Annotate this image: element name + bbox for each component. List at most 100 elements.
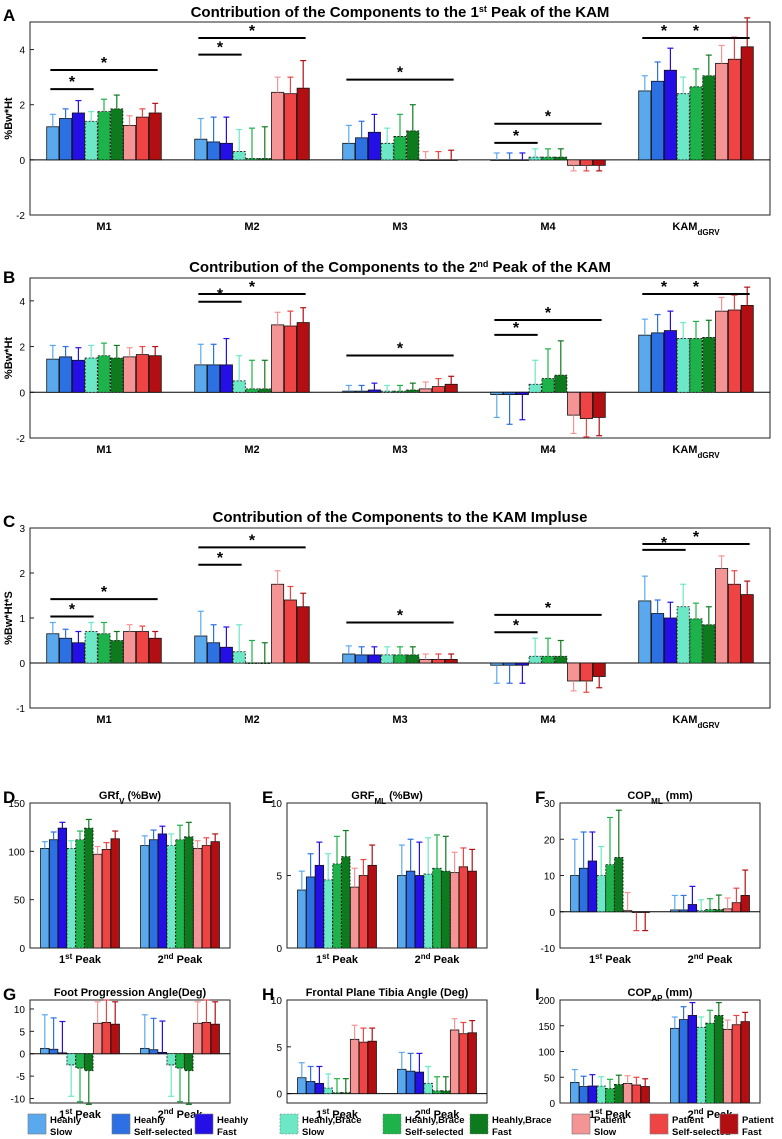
bar: [110, 838, 120, 949]
bar: [219, 142, 233, 161]
significance-star: *: [513, 128, 520, 145]
y-tick-label: -10: [11, 1095, 26, 1106]
significance-star: *: [397, 340, 404, 357]
bar: [59, 118, 73, 161]
category-main: KAM: [672, 444, 697, 456]
bar: [432, 867, 442, 949]
title-main: Contribution of the Components to the 1: [191, 4, 479, 21]
bar: [355, 137, 369, 161]
category-label: 2nd Peak: [688, 952, 734, 967]
bar: [258, 662, 272, 665]
bar: [651, 332, 665, 393]
bar: [148, 1049, 159, 1055]
significance-star: *: [217, 550, 224, 567]
panel-label: D: [3, 788, 15, 807]
bar: [687, 1015, 698, 1104]
bar: [578, 867, 589, 913]
bar: [184, 836, 194, 949]
category-label: 2nd Peak: [415, 952, 461, 967]
category-post: Peak: [602, 1109, 632, 1121]
y-tick-label: 10: [271, 799, 283, 810]
category-label: M1: [96, 444, 111, 456]
bar: [406, 654, 420, 664]
title-sub: ML: [651, 797, 663, 806]
y-tick-label: 5: [276, 1043, 282, 1054]
legend-label-line2: Self-selected: [134, 1127, 193, 1138]
bar: [40, 848, 50, 949]
legend: HeahlySlowHeahlySelf-selectedHeahlyFastH…: [27, 1113, 775, 1138]
panel-b: B Contribution of the Components to the 2…: [3, 259, 771, 460]
category-sup: st: [595, 952, 602, 961]
bar: [123, 356, 137, 393]
bar: [638, 90, 652, 161]
bar: [323, 879, 333, 949]
category-sup: nd: [421, 1107, 431, 1116]
y-tick-label: 10: [271, 996, 283, 1007]
category-main: 2: [415, 954, 421, 966]
bar: [342, 142, 356, 161]
category-main: 2: [158, 954, 164, 966]
bar: [40, 1047, 50, 1055]
bar: [444, 383, 458, 393]
bar: [631, 1084, 642, 1104]
bar: [380, 390, 394, 393]
bar: [567, 391, 581, 416]
y-tick-label: 3: [19, 524, 25, 535]
bar: [705, 1022, 715, 1104]
bar: [541, 156, 555, 161]
title-main: Frontal Plane Tibia Angle (Deg): [306, 987, 469, 999]
bar: [579, 391, 593, 419]
bar: [84, 1053, 94, 1072]
legend-label-line2: Slow: [50, 1127, 73, 1138]
legend-label-line1: Heahly,Brace: [405, 1115, 465, 1126]
bar: [332, 863, 342, 949]
bar: [367, 654, 381, 664]
bar: [283, 325, 297, 393]
bar: [148, 112, 162, 161]
y-tick-label: 50: [14, 896, 26, 907]
bar: [140, 845, 150, 949]
bar: [638, 334, 652, 393]
bar: [232, 651, 246, 664]
category-label: M3: [392, 221, 407, 233]
category-label: 1st Peak: [59, 1107, 102, 1122]
bar: [689, 618, 703, 664]
title-post: (%Bw): [124, 790, 161, 802]
bar: [66, 848, 76, 949]
bar: [467, 1032, 477, 1095]
title-sup: nd: [477, 259, 488, 269]
bar: [423, 873, 433, 949]
category-sup: st: [322, 952, 329, 961]
legend-swatch: [382, 1113, 402, 1135]
y-tick-label: 5: [276, 872, 282, 883]
title-post: Peak of the KAM: [487, 4, 610, 21]
y-tick-label: 0: [19, 944, 25, 955]
bar: [467, 870, 477, 949]
bar: [596, 1085, 606, 1104]
bar: [397, 1068, 407, 1095]
legend-swatch: [469, 1113, 489, 1135]
bar: [441, 1090, 451, 1095]
bar: [702, 624, 716, 664]
category-label: 2nd Peak: [415, 1107, 461, 1122]
bar: [490, 391, 504, 395]
category-sup: nd: [164, 1107, 174, 1116]
category-label: M4: [540, 714, 556, 726]
category-label: M3: [392, 714, 407, 726]
panel-label: B: [3, 268, 15, 287]
bar: [245, 158, 259, 161]
bar: [92, 853, 103, 949]
category-label: KAMdGRV: [672, 444, 720, 460]
bar: [579, 159, 593, 166]
bar: [528, 156, 542, 161]
bar: [84, 827, 94, 949]
y-tick-label: -2: [16, 211, 25, 222]
bar: [245, 662, 259, 665]
bar: [123, 631, 137, 664]
bar: [614, 856, 624, 913]
bar: [258, 158, 272, 161]
bar: [110, 357, 124, 393]
category-label: M2: [244, 221, 259, 233]
category-label: 1st Peak: [59, 952, 102, 967]
